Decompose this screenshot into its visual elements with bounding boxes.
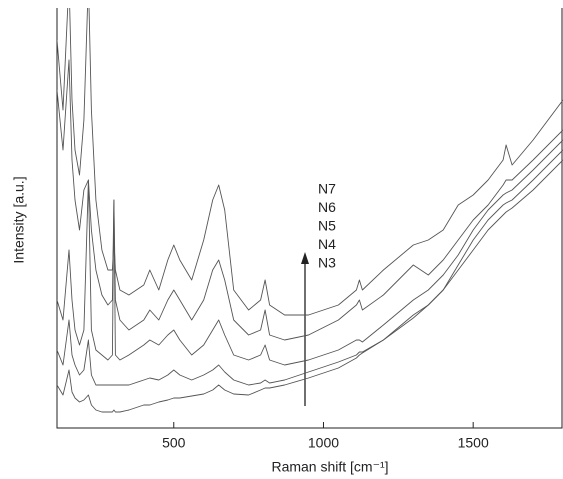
arrow-head (301, 252, 309, 264)
series-annotation: N4 (318, 236, 336, 252)
series-annotation: N5 (318, 218, 336, 234)
series-annotation: N3 (318, 255, 336, 271)
x-tick-label: 500 (162, 435, 186, 451)
y-axis-label: Intensity [a.u.] (11, 176, 27, 263)
x-axis-label: Raman shift [cm⁻¹] (271, 459, 388, 475)
plot-area (57, 8, 563, 413)
spectrum-line (57, 139, 563, 366)
x-tick-label: 1500 (458, 435, 489, 451)
spectrum-line (57, 149, 563, 386)
series-annotation: N6 (318, 199, 336, 215)
series-annotation: N7 (318, 181, 336, 197)
spectrum-line (57, 159, 563, 413)
spectrum-line (57, 59, 563, 341)
x-tick-label: 1000 (308, 435, 339, 451)
spectrum-line (57, 8, 563, 316)
plot-frame (56, 8, 563, 429)
